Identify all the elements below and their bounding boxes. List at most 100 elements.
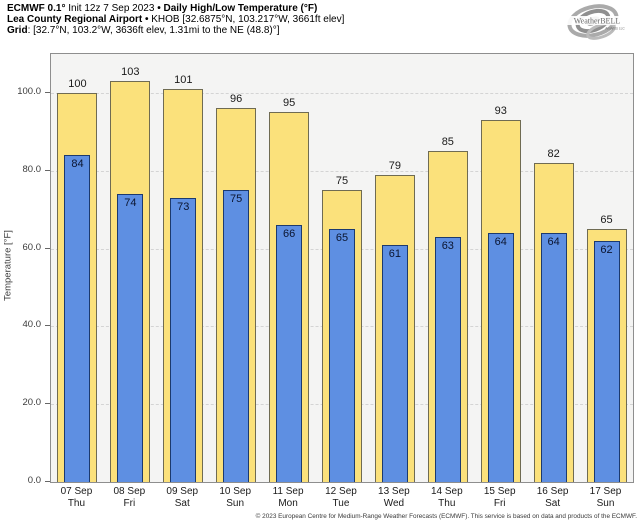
station-details: KHOB [32.6875°N, 103.217°W, 3661ft elev] — [148, 14, 345, 25]
y-tick-label: 100.0 — [17, 85, 41, 97]
low-bar: 61 — [381, 244, 408, 482]
x-axis-label: 10 Sep Sun — [209, 486, 262, 510]
x-label-date: 09 Sep — [166, 486, 199, 497]
x-axis-label: 07 Sep Thu — [50, 486, 103, 510]
header-line-1: ECMWF 0.1° Init 12z 7 Sep 2023 • Daily H… — [7, 3, 344, 14]
y-tick-mark — [45, 481, 50, 482]
low-value-label: 64 — [547, 235, 560, 248]
x-axis-label: 16 Sep Sat — [526, 486, 579, 510]
model-init-time: Init 12z 7 Sep 2023 — [65, 3, 158, 14]
x-label-day: Sun — [226, 498, 245, 509]
x-label-date: 17 Sep — [589, 486, 622, 497]
low-bar: 75 — [223, 190, 250, 482]
y-axis: 0.0 20.0 40.0 60.0 80.0 100.0 — [0, 53, 50, 486]
low-bar: 64 — [540, 232, 567, 482]
low-value-label: 63 — [441, 239, 454, 252]
x-axis: 07 Sep Thu 08 Sep Fri 09 Sep Sat 10 Sep Sun 11 S… — [50, 486, 632, 510]
x-axis-label: 14 Sep Thu — [420, 486, 473, 510]
y-tick-label: 60.0 — [22, 241, 42, 253]
x-axis-label: 09 Sep Sat — [156, 486, 209, 510]
x-label-day: Tue — [332, 498, 350, 509]
x-axis-label: 17 Sep Sun — [579, 486, 632, 510]
low-value-label: 84 — [71, 158, 84, 171]
high-value-label: 75 — [335, 175, 349, 188]
product-title: • Daily High/Low Temperature (°F) — [157, 3, 318, 14]
logo-subtext: Analytics LLC — [605, 27, 625, 31]
high-value-label: 65 — [600, 214, 613, 227]
low-value-label: 65 — [335, 232, 349, 245]
x-label-date: 07 Sep — [60, 486, 93, 497]
x-label-day: Thu — [67, 498, 86, 509]
logo-text: WeatherBELL — [574, 17, 621, 26]
low-value-label: 75 — [230, 193, 243, 206]
low-bar: 73 — [170, 197, 197, 482]
low-value-label: 62 — [600, 243, 613, 256]
model-name: ECMWF 0.1° — [7, 3, 66, 14]
y-tick-mark — [45, 403, 50, 405]
x-axis-label: 15 Sep Fri — [473, 486, 526, 510]
y-tick-label: 0.0 — [27, 475, 41, 486]
y-tick-label: 20.0 — [22, 397, 42, 409]
low-bar: 65 — [329, 229, 355, 482]
weatherbell-logo: WeatherBELL Analytics LLC — [567, 4, 627, 40]
high-value-label: 85 — [441, 136, 454, 149]
low-value-label: 74 — [124, 197, 137, 210]
x-label-date: 14 Sep — [430, 486, 463, 497]
low-bar: 74 — [117, 194, 144, 482]
grid-label: Grid — [7, 25, 28, 36]
y-tick-mark — [45, 91, 50, 93]
high-value-label: 93 — [494, 105, 507, 118]
high-value-label: 82 — [547, 147, 560, 160]
y-axis-title: Temperature [°F] — [2, 230, 14, 301]
x-label-date: 13 Sep — [378, 486, 410, 497]
high-value-label: 103 — [121, 66, 140, 79]
x-label-day: Sun — [596, 498, 615, 509]
low-bar: 84 — [64, 155, 91, 482]
x-label-day: Thu — [438, 498, 456, 509]
x-label-day: Fri — [493, 498, 506, 509]
low-bar: 62 — [593, 240, 620, 482]
y-tick-mark — [45, 247, 50, 249]
grid-details: : [32.7°N, 103.2°W, 3636ft elev, 1.31mi … — [27, 25, 280, 36]
low-value-label: 73 — [177, 200, 190, 213]
x-label-day: Wed — [383, 498, 405, 509]
low-bar: 66 — [276, 225, 303, 482]
high-value-label: 100 — [68, 77, 87, 90]
high-value-label: 79 — [388, 159, 402, 172]
gridline-80.0 — [51, 170, 633, 172]
x-label-day: Fri — [123, 498, 136, 509]
y-tick-label: 80.0 — [22, 163, 42, 175]
station-name: Lea County Regional Airport • — [7, 14, 149, 25]
x-label-date: 12 Sep — [325, 486, 357, 497]
x-axis-label: 11 Sep Mon — [262, 486, 315, 510]
gridline-100.0 — [51, 92, 633, 94]
low-bar: 63 — [434, 236, 461, 482]
x-label-date: 10 Sep — [219, 486, 252, 497]
swirl-icon — [567, 4, 619, 40]
x-label-date: 16 Sep — [536, 486, 569, 497]
x-label-date: 15 Sep — [483, 486, 516, 497]
header-line-3: Grid: [32.7°N, 103.2°W, 3636ft elev, 1.3… — [7, 25, 344, 36]
header-line-2: Lea County Regional Airport • KHOB [32.6… — [7, 14, 344, 25]
high-value-label: 96 — [230, 93, 243, 106]
y-tick-mark — [45, 325, 50, 327]
high-value-label: 95 — [282, 97, 296, 110]
logo-text-band — [567, 16, 627, 25]
x-axis-label: 08 Sep Fri — [103, 486, 156, 510]
low-bar: 64 — [487, 232, 514, 482]
copyright-footer: © 2023 European Centre for Medium-Range … — [255, 513, 637, 520]
x-axis-label: 13 Sep Wed — [367, 486, 420, 510]
x-axis-label: 12 Sep Tue — [315, 486, 368, 510]
plot-area: 84 100 74 103 73 101 75 96 66 95 65 75 61 79 63 85 64 93 6… — [50, 53, 634, 483]
low-value-label: 64 — [494, 235, 507, 248]
y-tick-label: 40.0 — [22, 319, 42, 331]
chart-header: ECMWF 0.1° Init 12z 7 Sep 2023 • Daily H… — [7, 3, 344, 36]
x-label-day: Mon — [278, 498, 298, 509]
high-value-label: 101 — [174, 74, 193, 87]
low-value-label: 61 — [388, 247, 402, 260]
x-label-day: Sat — [545, 498, 561, 509]
x-label-date: 11 Sep — [272, 486, 304, 497]
low-value-label: 66 — [282, 228, 296, 241]
y-tick-mark — [45, 169, 50, 171]
